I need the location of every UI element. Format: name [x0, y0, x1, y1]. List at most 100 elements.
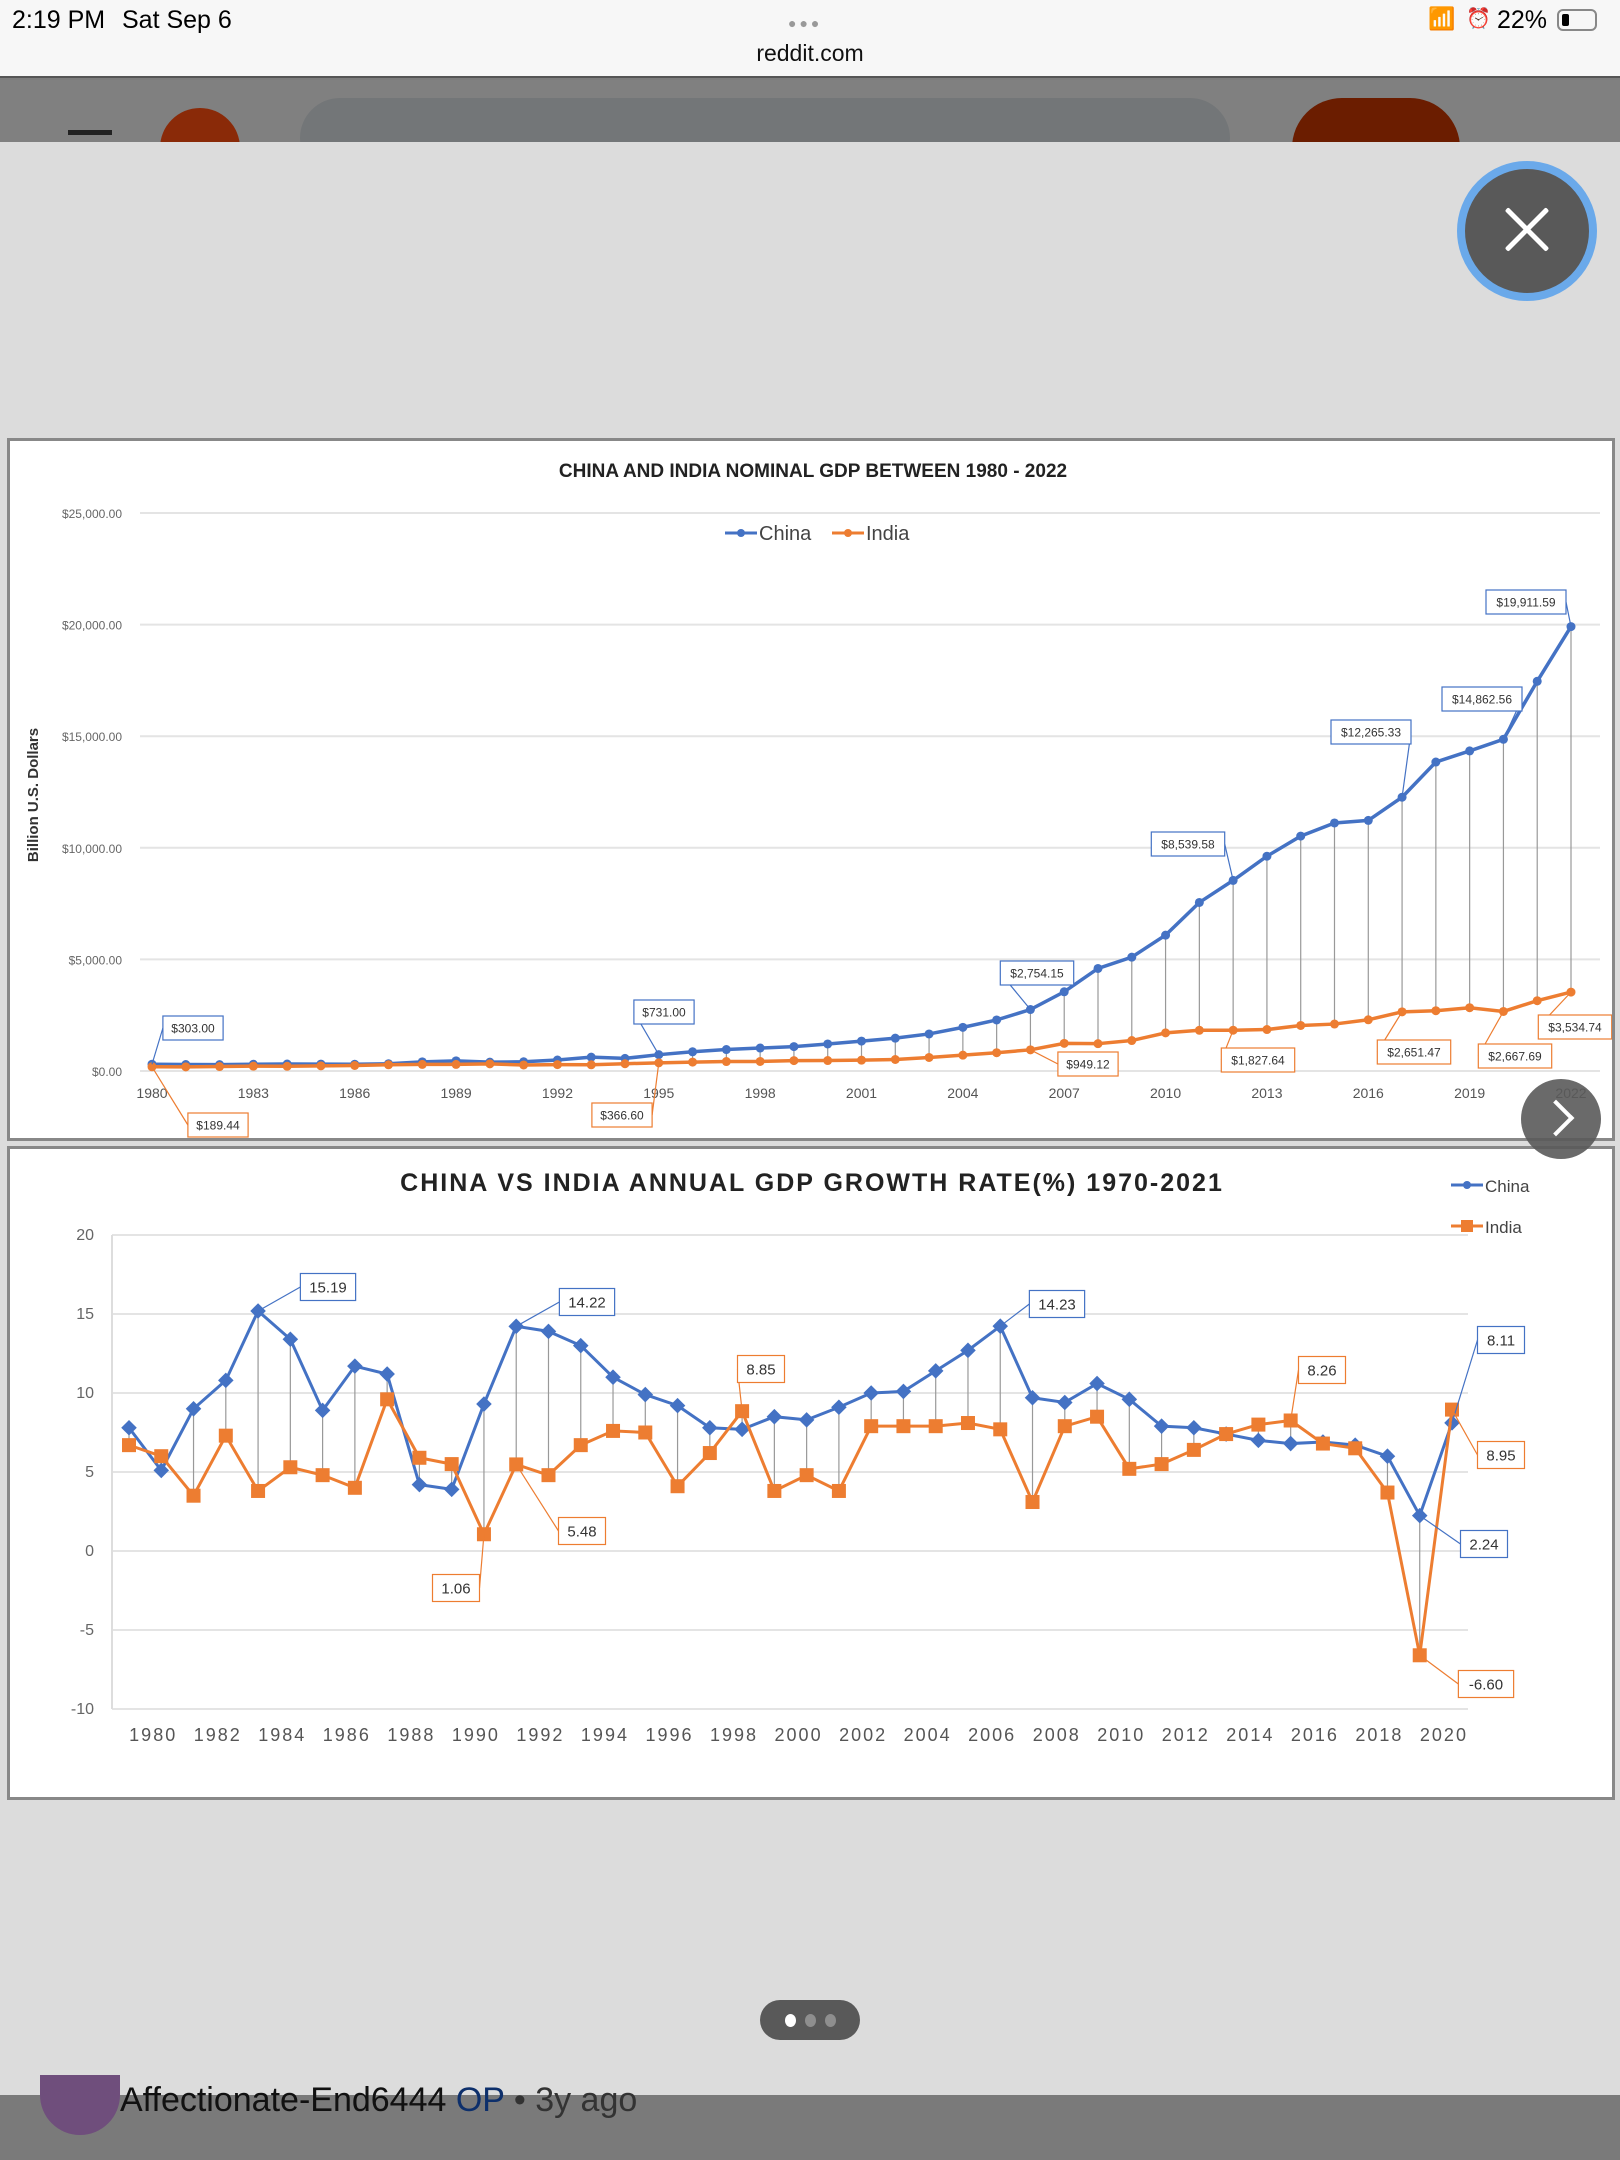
series-line-china — [151, 625, 1573, 1067]
growth-rate-chart: CHINA VS INDIA ANNUAL GDP GROWTH RATE(%)… — [71, 1169, 1530, 1745]
callout-label: 8.95 — [1486, 1447, 1515, 1464]
data-point-india — [890, 1055, 900, 1065]
page-dot[interactable] — [824, 2013, 836, 2027]
y-tick-label: 0 — [85, 1543, 94, 1560]
multitask-dots-icon[interactable]: ●●● — [788, 15, 823, 31]
callout-leader — [1451, 1409, 1479, 1456]
data-point-india — [412, 1450, 427, 1465]
data-point-china — [1059, 987, 1069, 997]
page-dot[interactable] — [804, 2013, 816, 2027]
callout-label: 8.26 — [1307, 1362, 1336, 1379]
data-point-china — [411, 1476, 428, 1493]
callout-leader — [257, 1286, 301, 1312]
x-tick-label: 2020 — [1420, 1725, 1468, 1745]
data-point-china — [1093, 963, 1103, 973]
data-point-india — [1465, 1003, 1475, 1013]
callout-box — [431, 1573, 481, 1603]
x-tick-label: 2016 — [1291, 1725, 1339, 1745]
data-point-china — [927, 1363, 944, 1379]
data-point-china — [863, 1385, 879, 1401]
x-tick-label: 1992 — [542, 1085, 573, 1101]
data-point-india — [444, 1457, 459, 1472]
x-tick-label: 1994 — [581, 1725, 629, 1745]
callout-label: 14.23 — [1038, 1296, 1076, 1313]
data-point-india — [154, 1449, 169, 1464]
data-point-india — [1363, 1015, 1373, 1025]
wifi-icon: 📶 — [1428, 6, 1456, 31]
data-point-india — [215, 1062, 225, 1072]
callout-label: 8.85 — [746, 1361, 775, 1378]
data-point-india — [670, 1479, 685, 1494]
data-point-india — [992, 1048, 1002, 1058]
callout-leader — [1224, 843, 1234, 881]
callout-box — [558, 1287, 616, 1317]
x-tick-label: 2007 — [1049, 1085, 1080, 1101]
data-point-china — [798, 1412, 815, 1428]
menu-icon[interactable] — [68, 130, 112, 135]
data-point-india — [1532, 996, 1542, 1006]
data-point-india — [316, 1061, 326, 1071]
data-point-china — [1431, 757, 1441, 767]
data-point-china — [1057, 1394, 1073, 1411]
next-image-button[interactable] — [1521, 1079, 1601, 1159]
data-point-china — [1282, 1435, 1299, 1452]
callout-label: $2,754.15 — [1010, 966, 1064, 980]
x-tick-label: 2012 — [1162, 1725, 1210, 1745]
legend-marker — [844, 529, 852, 537]
data-point-india — [1059, 1038, 1069, 1048]
data-point-india — [476, 1527, 491, 1542]
post-author[interactable]: Affectionate-End6444 — [120, 2081, 447, 2119]
data-point-china — [890, 1033, 900, 1043]
callout-box — [1297, 1355, 1347, 1385]
data-point-india — [282, 1061, 292, 1071]
url-bar[interactable]: reddit.com — [756, 40, 864, 66]
data-point-china — [1089, 1375, 1105, 1392]
x-tick-label: 2016 — [1353, 1085, 1384, 1101]
legend-marker — [1461, 1220, 1473, 1232]
x-tick-label: 1980 — [136, 1085, 167, 1101]
y-tick-label: $0.00 — [92, 1065, 122, 1079]
callout-label: 14.22 — [568, 1294, 606, 1311]
callout-label: $2,667.69 — [1488, 1049, 1542, 1063]
callout-box — [1150, 831, 1226, 857]
chart-title: CHINA VS INDIA ANNUAL GDP GROWTH RATE(%)… — [400, 1169, 1224, 1197]
data-point-india — [1219, 1427, 1234, 1442]
page-dot-active[interactable] — [784, 2013, 796, 2027]
chart-title: CHINA AND INDIA NOMINAL GDP BETWEEN 1980… — [559, 461, 1067, 482]
data-point-india — [1251, 1417, 1266, 1432]
y-tick-label: 10 — [76, 1385, 94, 1402]
data-point-china — [823, 1039, 833, 1049]
data-point-china — [1186, 1419, 1202, 1436]
data-point-india — [1431, 1006, 1441, 1016]
callout-label: $1,827.64 — [1231, 1053, 1285, 1067]
data-point-india — [541, 1468, 556, 1483]
data-point-china — [121, 1419, 137, 1436]
y-tick-label: $25,000.00 — [62, 507, 122, 521]
x-tick-label: 1998 — [745, 1085, 776, 1101]
status-date: Sat Sep 6 — [122, 6, 232, 34]
close-button[interactable] — [1457, 161, 1597, 301]
avatar[interactable] — [40, 2075, 120, 2135]
data-point-india — [606, 1423, 621, 1438]
callout-box — [633, 999, 695, 1025]
data-point-india — [896, 1419, 911, 1434]
data-point-india — [1025, 1495, 1040, 1510]
data-point-india — [586, 1060, 596, 1070]
callout-box — [1376, 1039, 1452, 1065]
data-point-china — [586, 1052, 596, 1062]
data-point-india — [1161, 1028, 1171, 1038]
y-tick-label: $15,000.00 — [62, 730, 122, 744]
y-tick-label: $5,000.00 — [69, 953, 123, 967]
x-tick-label: 2013 — [1251, 1085, 1282, 1101]
data-point-china — [1024, 1389, 1041, 1406]
site-header-dimmed — [0, 80, 1620, 188]
data-point-china — [1161, 930, 1171, 940]
data-point-india — [1380, 1485, 1395, 1500]
data-point-china — [379, 1366, 395, 1382]
x-tick-label: 2006 — [968, 1725, 1016, 1745]
data-point-india — [1090, 1409, 1105, 1424]
callout-label: 2.24 — [1469, 1536, 1498, 1553]
callout-label: 1.06 — [441, 1580, 470, 1597]
data-point-india — [315, 1468, 330, 1483]
op-badge: OP — [455, 2081, 505, 2119]
